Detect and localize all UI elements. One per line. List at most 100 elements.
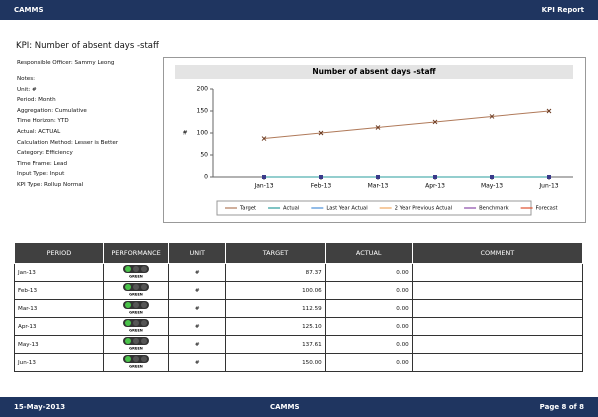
- table-cell: Mar-13: [15, 300, 104, 318]
- table-cell: GREEN: [103, 354, 168, 372]
- light: [141, 284, 147, 290]
- detail-field: Notes:: [17, 76, 35, 82]
- point-marker: [490, 175, 494, 179]
- traffic-light: GREEN: [121, 336, 151, 351]
- performance-label: GREEN: [129, 275, 143, 279]
- cell-text: #: [195, 360, 200, 366]
- light: [125, 356, 131, 362]
- cell-text: #: [195, 324, 200, 330]
- y-tick-label: 200: [197, 86, 209, 93]
- chart-frame: [164, 58, 586, 223]
- traffic-light: GREEN: [121, 300, 151, 315]
- light: [133, 320, 139, 326]
- table-cell: 150.00: [226, 354, 325, 372]
- footer-bar: 15-May-2013 CAMMS Page 8 of 8: [0, 397, 598, 417]
- cell-text: Jan-13: [18, 270, 36, 276]
- light: [141, 338, 147, 344]
- light: [133, 338, 139, 344]
- detail-field: Calculation Method: Lesser is Better: [17, 140, 118, 146]
- table-cell: 125.10: [226, 318, 325, 336]
- traffic-light: GREEN: [121, 354, 151, 369]
- table-cell: [412, 282, 582, 300]
- detail-field: Time Horizon: YTD: [17, 118, 69, 124]
- light: [125, 338, 131, 344]
- legend-label: Actual: [283, 206, 299, 212]
- table-cell: 87.37: [226, 264, 325, 282]
- legend-label: Target: [239, 206, 256, 212]
- table-row: May-13GREEN#137.610.00: [15, 336, 583, 354]
- table-cell: #: [169, 300, 226, 318]
- cell-text: Jun-13: [18, 360, 36, 366]
- light: [141, 356, 147, 362]
- table-cell: #: [169, 336, 226, 354]
- traffic-light: GREEN: [121, 264, 151, 279]
- responsible-officer: Responsible Officer: Sammy Leong: [17, 60, 114, 66]
- detail-field: Category: Efficiency: [17, 150, 73, 156]
- detail-field: Actual: ACTUAL: [17, 129, 60, 135]
- table-cell: Feb-13: [15, 282, 104, 300]
- detail-field: Input Type: Input: [17, 171, 64, 177]
- cell-text: 125.10: [302, 324, 322, 330]
- light: [141, 302, 147, 308]
- table-row: Apr-13 GREEN #125.10 0.00: [15, 318, 583, 336]
- light: [125, 284, 131, 290]
- table-cell: 0.00: [325, 354, 412, 372]
- column-header: ACTUAL: [325, 243, 412, 264]
- column-header: TARGET: [226, 243, 325, 264]
- light: [133, 266, 139, 272]
- x-tick-label: Apr-13: [425, 183, 445, 190]
- table-cell: [412, 336, 582, 354]
- performance-label: GREEN: [129, 329, 143, 333]
- header-left: CAMMS: [14, 6, 44, 14]
- header-right: KPI Report: [542, 6, 584, 14]
- header-bar: CAMMS KPI Report: [0, 0, 598, 20]
- detail-field: Aggregation: Cumulative: [17, 108, 87, 114]
- x-tick-label: Jun-13: [538, 183, 558, 190]
- point-marker: [547, 175, 551, 179]
- cell-text: May-13: [18, 342, 39, 348]
- light: [133, 302, 139, 308]
- footer-center: CAMMS: [270, 403, 300, 411]
- table-cell: 112.59: [226, 300, 325, 318]
- cell-text: 100.06: [302, 288, 322, 294]
- chart-title: Number of absent days -staff: [312, 67, 436, 76]
- table-row: Mar-13GREEN#112.590.00: [15, 300, 583, 318]
- table-cell: GREEN: [103, 318, 168, 336]
- cell-text: 0.00: [396, 324, 408, 330]
- column-header: UNIT: [169, 243, 226, 264]
- light: [125, 266, 131, 272]
- table-row: Jan-13GREEN#87.370.00: [15, 264, 583, 282]
- detail-field: Unit: #: [17, 87, 37, 93]
- y-tick-label: 0: [204, 174, 208, 181]
- table-cell: May-13: [15, 336, 104, 354]
- traffic-light: GREEN: [121, 318, 151, 333]
- point-marker: [262, 175, 266, 179]
- y-axis-label: #: [182, 130, 187, 137]
- table-cell: 100.06: [226, 282, 325, 300]
- table-cell: [412, 318, 582, 336]
- detail-field: Period: Month: [17, 97, 56, 103]
- x-tick-label: Jan-13: [253, 183, 273, 190]
- table-cell: GREEN: [103, 336, 168, 354]
- point-marker: [433, 175, 437, 179]
- table-cell: [412, 264, 582, 282]
- y-tick-label: 50: [200, 152, 208, 159]
- x-tick-label: Feb-13: [311, 183, 332, 190]
- performance-label: GREEN: [129, 311, 143, 315]
- table-cell: #: [169, 318, 226, 336]
- light: [125, 302, 131, 308]
- kpi-table: PERIODPERFORMANCEUNITTARGETACTUALCOMMENT…: [14, 242, 583, 372]
- cell-text: Feb-13: [18, 288, 37, 294]
- column-header: COMMENT: [412, 243, 582, 264]
- detail-field: Time Frame: Lead: [17, 161, 67, 167]
- table-cell: Apr-13: [15, 318, 104, 336]
- cell-text: 0.00: [396, 270, 408, 276]
- cell-text: Apr-13: [18, 324, 36, 330]
- x-tick-label: Mar-13: [368, 183, 389, 190]
- column-header: PERIOD: [15, 243, 104, 264]
- table-cell: 0.00: [325, 336, 412, 354]
- cell-text: #: [195, 306, 200, 312]
- table-cell: 0.00: [325, 318, 412, 336]
- cell-text: 0.00: [396, 360, 408, 366]
- light: [141, 320, 147, 326]
